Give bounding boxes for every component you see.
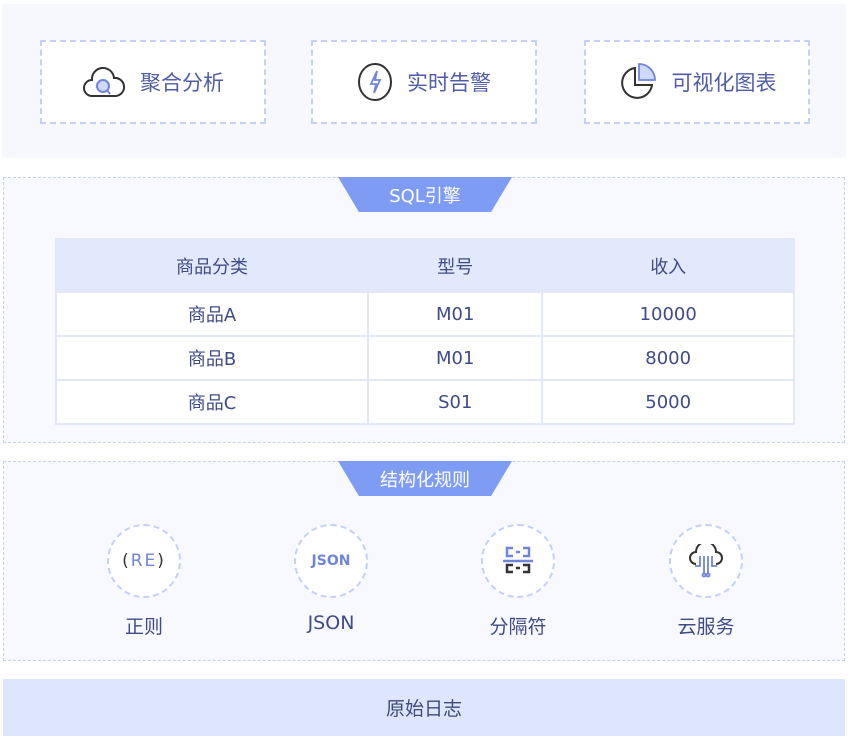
delimiter-icon <box>481 524 555 598</box>
rule-label: 云服务 <box>677 616 735 638</box>
rule-item-delimiter[interactable]: 分隔符 <box>458 524 578 639</box>
rule-label: 正则 <box>124 616 163 638</box>
table-cell: 商品B <box>54 335 370 381</box>
rule-item-cloud-service[interactable]: 云服务 <box>646 524 766 639</box>
pie-chart-icon <box>620 63 656 99</box>
feature-label: 聚合分析 <box>140 71 224 95</box>
table-cell: M01 <box>367 335 544 381</box>
table-cell: M01 <box>367 291 544 337</box>
rule-item-json[interactable]: JSON JSON <box>271 524 391 634</box>
sql-result-table: 商品分类 型号 收入 商品A M01 10000 商品B M01 8000 商品C S01 50… <box>54 238 795 425</box>
feature-card-chart[interactable]: 可视化图表 <box>584 40 810 124</box>
sql-engine-tab: SQL引擎 <box>338 177 512 212</box>
table-cell: 商品A <box>54 291 370 337</box>
cloud-search-icon <box>83 66 125 97</box>
table-header-row: 商品分类 型号 收入 <box>54 238 795 293</box>
feature-card-aggregate[interactable]: 聚合分析 <box>40 40 266 124</box>
regex-icon: (RE) <box>107 524 181 598</box>
raw-log-bar: 原始日志 <box>3 679 845 736</box>
rule-label: 分隔符 <box>489 616 547 638</box>
feature-label: 实时告警 <box>407 71 491 95</box>
table-row: 商品C S01 5000 <box>54 379 795 425</box>
table-row: 商品B M01 8000 <box>54 335 795 381</box>
feature-label: 可视化图表 <box>671 71 777 95</box>
feature-card-alert[interactable]: 实时告警 <box>311 40 537 124</box>
raw-log-label: 原始日志 <box>385 698 462 720</box>
lightning-icon <box>358 63 392 101</box>
rule-item-regex[interactable]: (RE) 正则 <box>84 524 204 639</box>
column-header: 型号 <box>367 238 544 293</box>
json-icon: JSON <box>294 524 368 598</box>
table-cell: 5000 <box>541 379 795 425</box>
table-cell: 10000 <box>541 291 795 337</box>
structured-rules-tab: 结构化规则 <box>338 461 512 496</box>
table-row: 商品A M01 10000 <box>54 291 795 337</box>
table-cell: 8000 <box>541 335 795 381</box>
table-cell: S01 <box>367 379 544 425</box>
column-header: 收入 <box>541 238 795 293</box>
rule-label: JSON <box>307 612 355 634</box>
column-header: 商品分类 <box>54 238 370 293</box>
cloud-service-icon <box>669 524 743 598</box>
table-cell: 商品C <box>54 379 370 425</box>
